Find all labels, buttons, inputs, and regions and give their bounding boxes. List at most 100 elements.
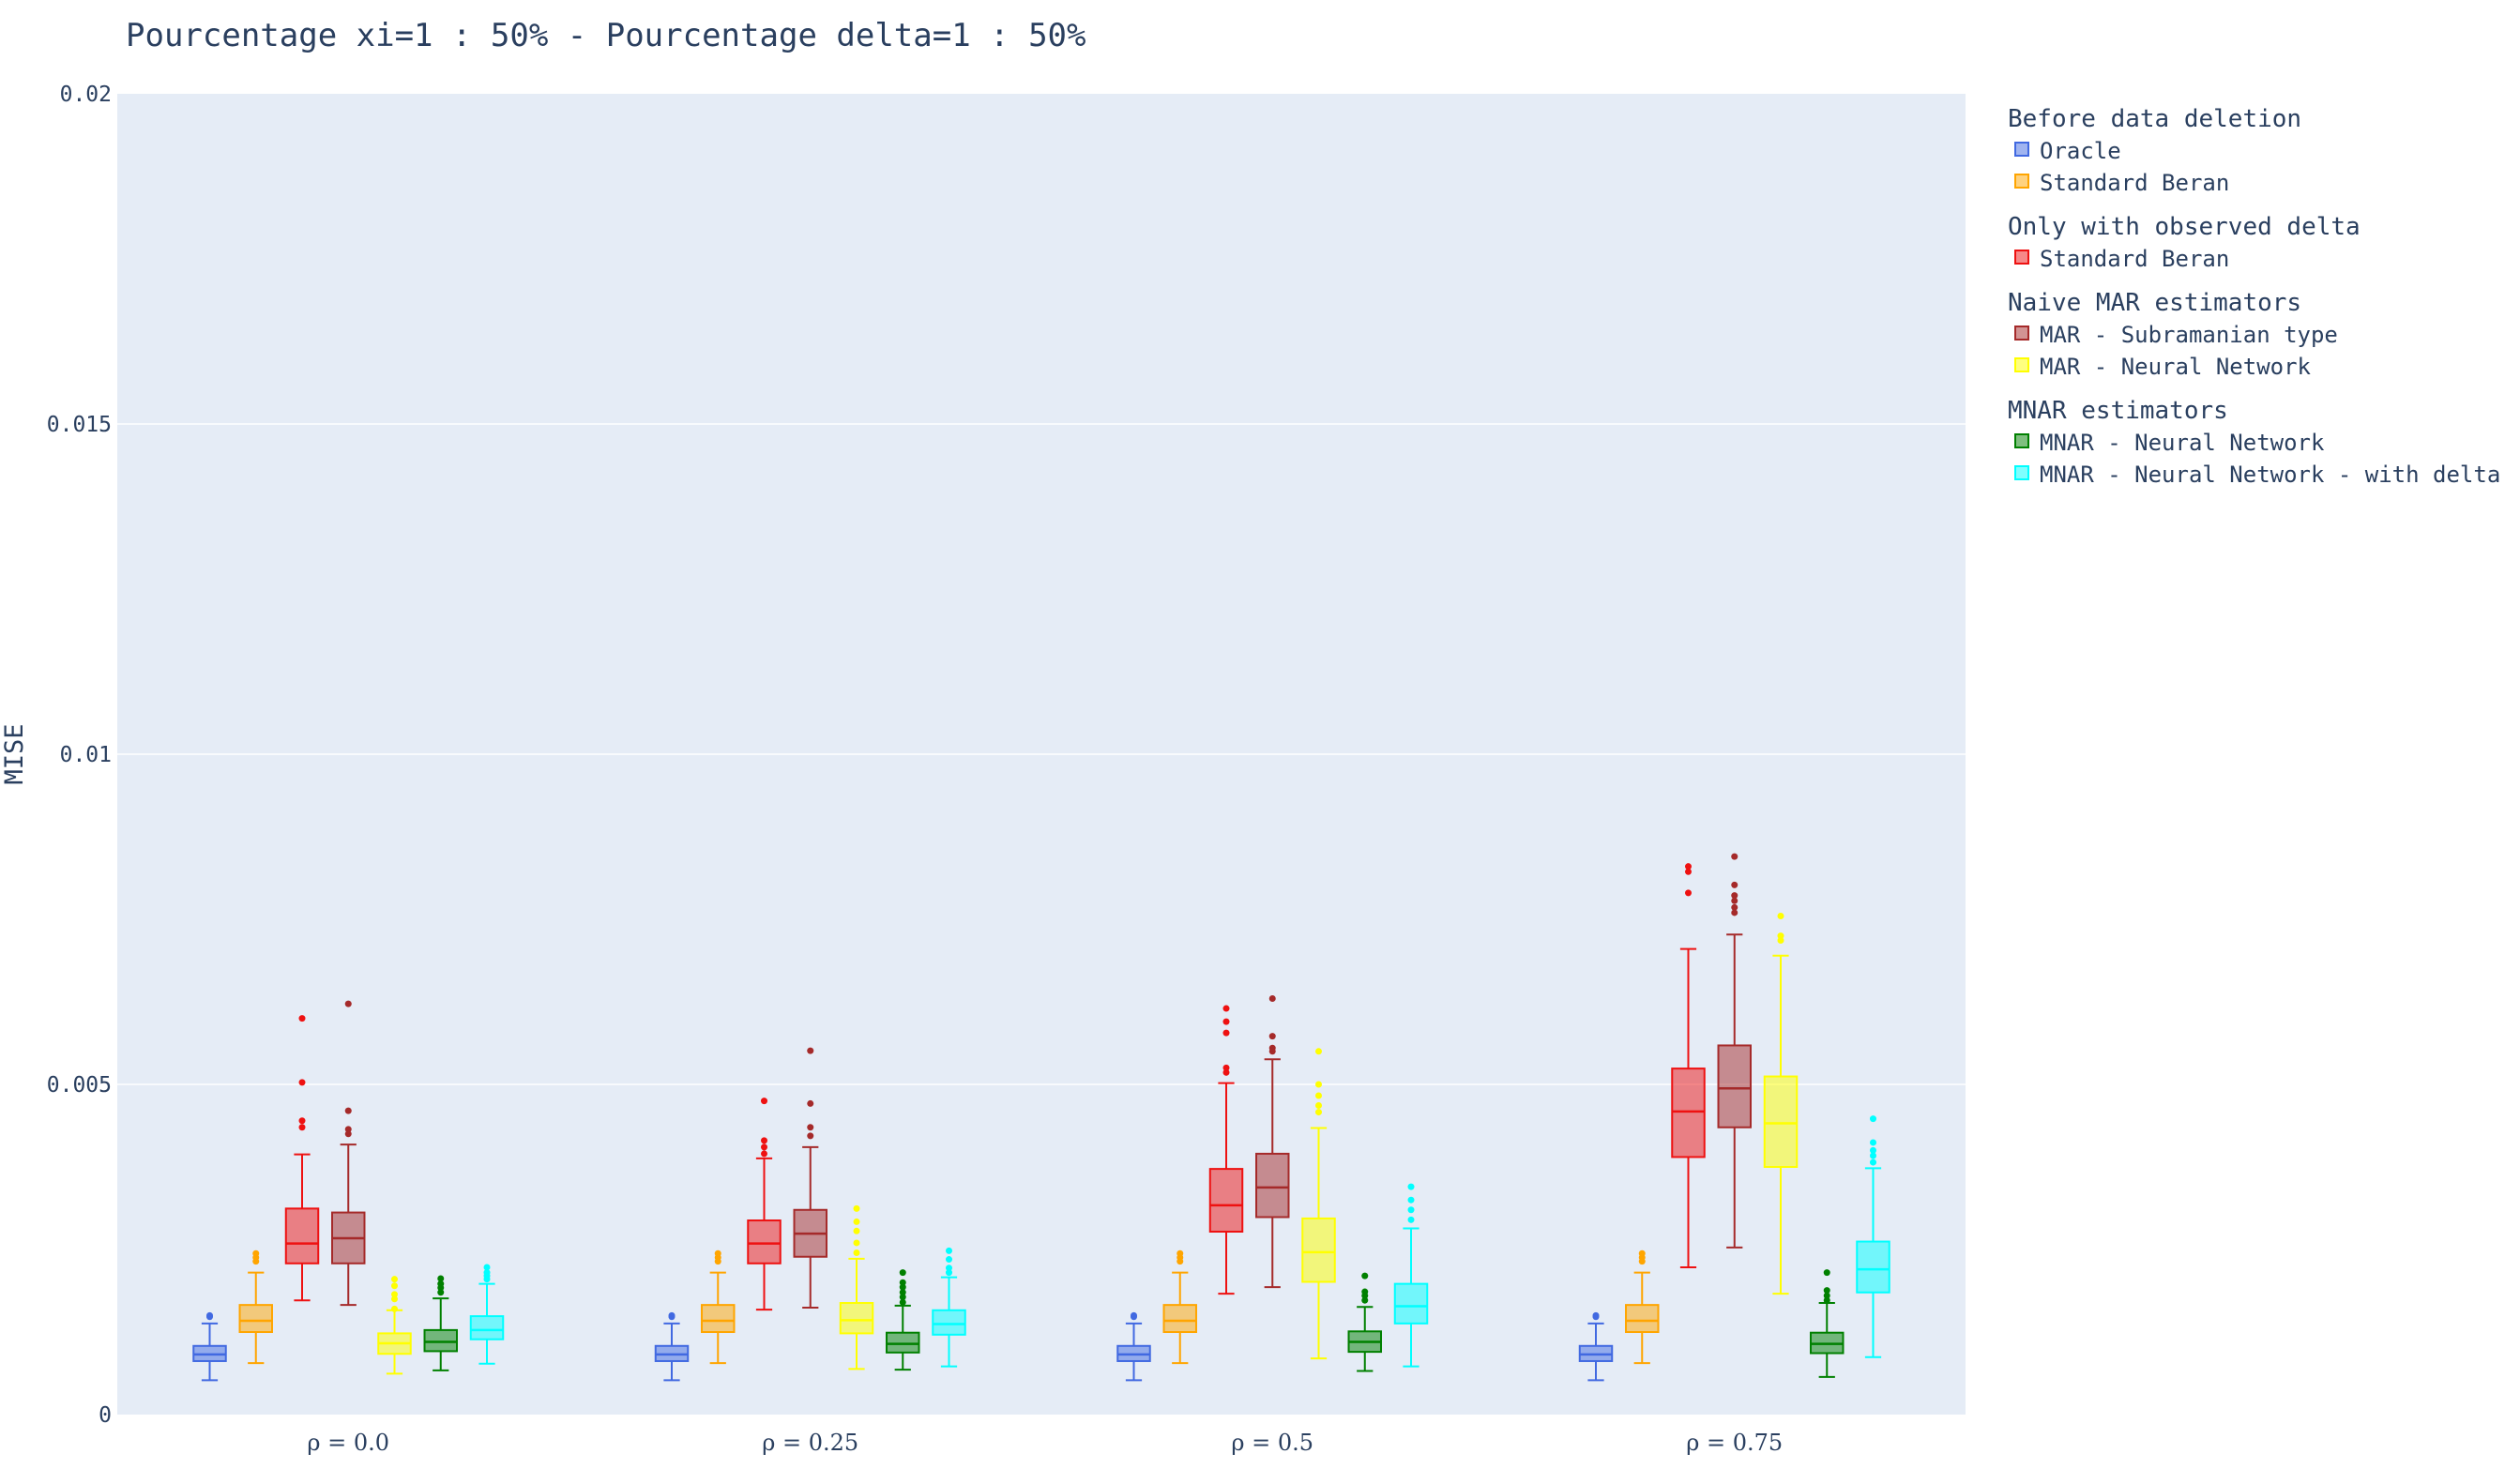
outlier-point	[946, 1264, 952, 1272]
outlier-point	[761, 1137, 767, 1144]
box-0-1	[654, 1311, 690, 1382]
box-body	[238, 1304, 273, 1333]
box-5-3	[1810, 1269, 1845, 1378]
outlier-point	[899, 1289, 906, 1296]
legend-item[interactable]: MNAR - Neural Network	[2014, 430, 2325, 456]
box-body	[1301, 1217, 1336, 1283]
outlier-point	[1315, 1109, 1322, 1116]
outlier-point	[1870, 1146, 1876, 1154]
box-1-3	[1625, 1249, 1660, 1365]
outlier-point	[668, 1311, 676, 1319]
outlier-point	[899, 1269, 906, 1277]
legend-item-label: Standard Beran	[2040, 170, 2229, 196]
legend-item-label: MNAR - Neural Network	[2040, 430, 2325, 456]
outlier-point	[1177, 1249, 1184, 1257]
y-axis-label: MISE	[0, 723, 29, 784]
outlier-point	[1870, 1152, 1876, 1159]
outlier-point	[1870, 1139, 1876, 1146]
chart-title: Pourcentage xi=1 : 50% - Pourcentage del…	[126, 17, 1086, 54]
box-body	[932, 1309, 966, 1336]
outlier-point	[298, 1124, 306, 1131]
box-4-0	[377, 1276, 412, 1375]
outlier-point	[483, 1264, 491, 1271]
box-body	[839, 1302, 874, 1335]
outlier-point	[1361, 1272, 1369, 1280]
outlier-point	[899, 1294, 906, 1301]
outlier-point	[298, 1117, 306, 1125]
box-body	[886, 1331, 920, 1354]
x-tick-label: ρ = 0.0	[307, 1430, 389, 1456]
outlier-point	[946, 1269, 952, 1277]
outlier-point	[1315, 1092, 1322, 1099]
legend-item-label: MAR - Neural Network	[2040, 354, 2312, 380]
outlier-point	[1731, 903, 1738, 911]
outlier-point	[344, 1130, 352, 1138]
box-3-2	[1255, 994, 1290, 1289]
outlier-point	[391, 1295, 398, 1303]
x-tick-label: ρ = 0.75	[1686, 1430, 1783, 1456]
box-1-0	[238, 1249, 273, 1365]
outlier-point	[807, 1132, 814, 1140]
box-body	[1763, 1075, 1799, 1168]
box-6-2	[1393, 1183, 1429, 1368]
outlier-point	[1823, 1292, 1830, 1299]
outlier-point	[1777, 932, 1784, 940]
outlier-point	[1685, 868, 1692, 875]
legend-item[interactable]: Standard Beran	[2014, 170, 2229, 196]
legend-item-label: Oracle	[2040, 138, 2121, 164]
box-5-0	[423, 1275, 458, 1371]
legend-item[interactable]: MAR - Neural Network	[2014, 354, 2312, 380]
outlier-point	[1315, 1048, 1322, 1055]
outlier-point	[1407, 1196, 1415, 1204]
legend-item-label: MAR - Subramanian type	[2040, 322, 2338, 348]
outlier-point	[437, 1275, 445, 1282]
outlier-point	[807, 1099, 814, 1107]
outlier-point	[946, 1256, 952, 1264]
box-2-2	[1208, 1005, 1244, 1295]
legend-item[interactable]: Standard Beran	[2014, 246, 2229, 272]
legend-group-title: Only with observed delta	[2008, 213, 2361, 241]
legend-item[interactable]: MAR - Subramanian type	[2014, 322, 2338, 348]
box-body	[1162, 1304, 1197, 1333]
grid-lines	[117, 423, 1966, 1085]
box-body	[747, 1219, 782, 1264]
box-2-3	[1671, 863, 1706, 1269]
box-6-3	[1856, 1115, 1890, 1358]
outlier-point	[344, 1126, 352, 1133]
boxes	[192, 853, 1890, 1382]
legend-item[interactable]: MNAR - Neural Network - with delta	[2014, 462, 2500, 488]
outlier-point	[853, 1218, 860, 1225]
legend-group-title: Before data deletion	[2008, 105, 2301, 133]
legend-swatch	[2014, 250, 2029, 265]
outlier-point	[1685, 863, 1692, 871]
outlier-point	[1407, 1183, 1415, 1190]
outlier-point	[853, 1227, 860, 1234]
box-4-2	[1301, 1048, 1336, 1360]
outlier-point	[899, 1279, 906, 1286]
box-1-1	[701, 1249, 736, 1365]
box-4-3	[1763, 912, 1799, 1295]
outlier-point	[761, 1150, 767, 1158]
outlier-point	[391, 1291, 398, 1298]
outlier-point	[1731, 897, 1738, 904]
legend[interactable]: Before data deletion Oracle Standard Beran…	[2008, 105, 2500, 488]
outlier-point	[1731, 881, 1738, 888]
y-tick-label: 0.005	[47, 1073, 112, 1098]
outlier-point	[761, 1098, 767, 1105]
box-0-0	[192, 1311, 227, 1382]
outlier-point	[946, 1247, 952, 1254]
legend-swatch	[2014, 142, 2029, 157]
outlier-point	[1407, 1206, 1415, 1214]
box-2-0	[284, 1015, 320, 1302]
outlier-point	[807, 1124, 814, 1131]
outlier-point	[437, 1280, 445, 1288]
box-2-1	[747, 1098, 782, 1311]
box-5-1	[886, 1269, 920, 1371]
outlier-point	[1685, 889, 1692, 897]
outlier-point	[1592, 1311, 1600, 1319]
outlier-point	[1222, 1064, 1230, 1071]
legend-item[interactable]: Oracle	[2014, 138, 2121, 164]
outlier-point	[483, 1269, 491, 1277]
outlier-point	[1638, 1249, 1646, 1257]
